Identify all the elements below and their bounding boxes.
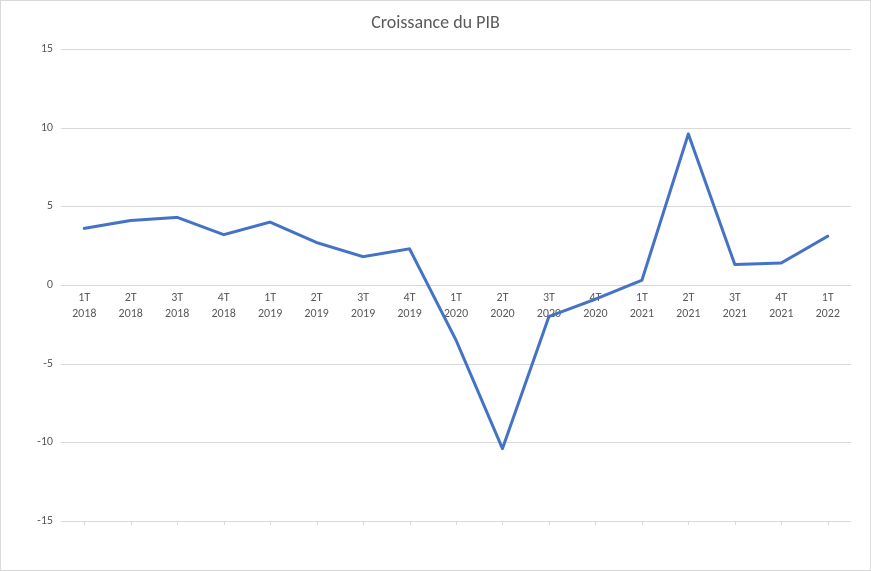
x-tick-mark	[270, 521, 271, 525]
x-tick-mark	[502, 521, 503, 525]
x-tick-mark	[363, 521, 364, 525]
y-tick-label: 10	[41, 121, 61, 135]
line-series	[61, 49, 851, 521]
y-tick-label: -15	[37, 514, 61, 528]
y-tick-label: -10	[37, 435, 61, 449]
y-tick-label: -5	[43, 357, 61, 371]
chart-title: Croissance du PIB	[1, 11, 870, 33]
x-tick-mark	[642, 521, 643, 525]
x-tick-mark	[549, 521, 550, 525]
x-tick-mark	[595, 521, 596, 525]
x-tick-mark	[224, 521, 225, 525]
x-tick-mark	[410, 521, 411, 525]
x-tick-mark	[828, 521, 829, 525]
x-tick-mark	[177, 521, 178, 525]
x-tick-mark	[84, 521, 85, 525]
y-tick-label: 5	[47, 199, 61, 213]
y-tick-label: 0	[47, 278, 61, 292]
x-tick-mark	[131, 521, 132, 525]
x-tick-mark	[781, 521, 782, 525]
x-tick-mark	[735, 521, 736, 525]
x-tick-mark	[688, 521, 689, 525]
y-tick-label: 15	[41, 42, 61, 56]
gdp-growth-line	[84, 134, 828, 449]
x-tick-mark	[317, 521, 318, 525]
plot-area: -15-10-50510151T 20182T 20183T 20184T 20…	[61, 49, 851, 521]
x-tick-mark	[456, 521, 457, 525]
gdp-growth-line-chart: Croissance du PIB -15-10-50510151T 20182…	[0, 0, 871, 571]
